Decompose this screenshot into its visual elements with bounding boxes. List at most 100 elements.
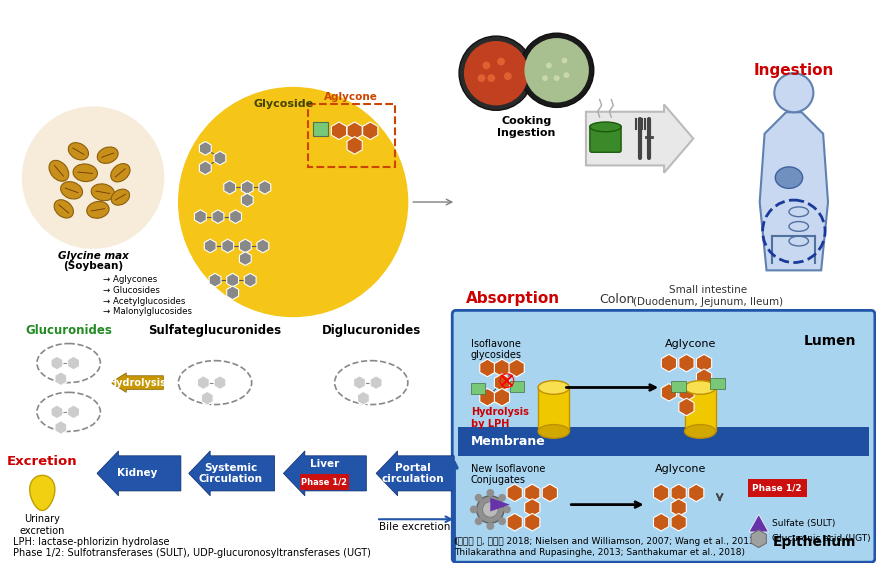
Text: Urinary
excretion: Urinary excretion (20, 514, 65, 536)
FancyBboxPatch shape (710, 378, 724, 389)
Polygon shape (55, 421, 67, 434)
Polygon shape (242, 181, 253, 194)
Polygon shape (227, 273, 238, 287)
FancyBboxPatch shape (300, 474, 349, 490)
Polygon shape (224, 181, 235, 194)
Polygon shape (197, 376, 210, 389)
Ellipse shape (87, 201, 109, 218)
Text: Membrane: Membrane (471, 435, 546, 447)
Polygon shape (51, 405, 62, 419)
Text: Ingestion: Ingestion (754, 63, 834, 79)
Text: Liver: Liver (310, 459, 339, 469)
Polygon shape (259, 181, 271, 194)
Text: Sulfateglucuronides: Sulfateglucuronides (148, 324, 282, 337)
FancyBboxPatch shape (458, 426, 869, 456)
Text: Colon: Colon (599, 294, 635, 307)
Ellipse shape (97, 147, 118, 164)
Polygon shape (671, 484, 686, 502)
Polygon shape (654, 484, 669, 502)
Polygon shape (524, 499, 540, 516)
Text: → Glucosides: → Glucosides (103, 286, 160, 295)
Polygon shape (202, 392, 213, 405)
Polygon shape (671, 499, 686, 516)
FancyBboxPatch shape (538, 388, 569, 431)
Circle shape (562, 58, 567, 63)
Polygon shape (363, 122, 378, 140)
Polygon shape (194, 210, 206, 223)
Polygon shape (212, 210, 224, 223)
Text: Sulfate (SULT): Sulfate (SULT) (772, 519, 836, 528)
Text: Lumen: Lumen (804, 334, 856, 348)
Circle shape (475, 518, 483, 525)
Ellipse shape (590, 122, 621, 132)
Ellipse shape (538, 381, 569, 394)
Polygon shape (347, 137, 362, 154)
Polygon shape (209, 273, 221, 287)
Polygon shape (200, 161, 211, 175)
Ellipse shape (684, 381, 715, 394)
Polygon shape (661, 384, 676, 401)
Polygon shape (204, 239, 216, 253)
Polygon shape (509, 359, 524, 377)
Ellipse shape (73, 164, 97, 182)
Polygon shape (524, 514, 540, 531)
Polygon shape (229, 210, 242, 223)
Circle shape (459, 36, 533, 110)
Polygon shape (654, 514, 669, 531)
Text: Phase 1/2: Sulfotransferases (SULT), UDP-glucuronosyltransferases (UGT): Phase 1/2: Sulfotransferases (SULT), UDP… (13, 548, 371, 557)
Text: (Soybean): (Soybean) (63, 260, 123, 271)
Polygon shape (679, 384, 694, 401)
FancyBboxPatch shape (471, 382, 485, 394)
Polygon shape (491, 498, 510, 511)
Polygon shape (697, 355, 712, 372)
Circle shape (464, 41, 528, 105)
Polygon shape (679, 355, 694, 372)
FancyArrow shape (586, 104, 693, 173)
Text: Glycine max: Glycine max (58, 251, 128, 261)
Ellipse shape (61, 182, 82, 199)
Ellipse shape (111, 164, 130, 182)
Polygon shape (542, 484, 558, 502)
Text: Bile excretion: Bile excretion (379, 522, 450, 532)
Circle shape (546, 63, 552, 68)
Circle shape (487, 74, 495, 82)
Text: (김정봉 등, 농과원 2018; Nielsen and Williamson, 2007; Wang et al., 2013;: (김정봉 등, 농과원 2018; Nielsen and Williamson… (454, 537, 758, 546)
Polygon shape (29, 475, 55, 511)
Circle shape (477, 74, 485, 82)
Polygon shape (332, 122, 347, 140)
FancyBboxPatch shape (452, 311, 875, 562)
Text: Kidney: Kidney (117, 469, 157, 478)
Text: Glycoside: Glycoside (253, 99, 313, 108)
Text: Excretion: Excretion (7, 455, 78, 468)
Text: Glucuronides: Glucuronides (25, 324, 112, 337)
FancyArrow shape (376, 451, 454, 496)
Polygon shape (480, 389, 495, 406)
Polygon shape (494, 389, 509, 406)
Polygon shape (370, 376, 382, 389)
Polygon shape (222, 239, 234, 253)
Polygon shape (679, 398, 694, 416)
Circle shape (21, 107, 164, 249)
FancyBboxPatch shape (313, 122, 328, 136)
Ellipse shape (54, 200, 73, 218)
Polygon shape (227, 286, 238, 300)
Text: Isoflavone
glycosides: Isoflavone glycosides (471, 339, 522, 360)
Circle shape (554, 75, 559, 81)
FancyArrow shape (189, 451, 275, 496)
Text: Aglycone: Aglycone (665, 339, 716, 349)
Circle shape (475, 494, 483, 502)
Text: Small intestine
(Duodenum, Jejunum, Ileum): Small intestine (Duodenum, Jejunum, Ileu… (633, 285, 783, 307)
Text: Thilakarathna and Rupasinghe, 2013; Santhakumar et al., 2018): Thilakarathna and Rupasinghe, 2013; Sant… (454, 548, 745, 556)
Polygon shape (760, 112, 828, 270)
Polygon shape (68, 356, 79, 370)
Circle shape (498, 494, 506, 502)
Circle shape (497, 58, 505, 66)
Ellipse shape (112, 189, 129, 205)
Ellipse shape (69, 142, 88, 160)
Text: LPH: lactase-phlorizin hydrolase: LPH: lactase-phlorizin hydrolase (13, 537, 169, 547)
Polygon shape (347, 122, 362, 140)
Text: Aglycone: Aglycone (325, 92, 378, 103)
Text: Portal
circulation: Portal circulation (382, 463, 444, 484)
FancyBboxPatch shape (748, 479, 806, 497)
Circle shape (486, 522, 494, 530)
